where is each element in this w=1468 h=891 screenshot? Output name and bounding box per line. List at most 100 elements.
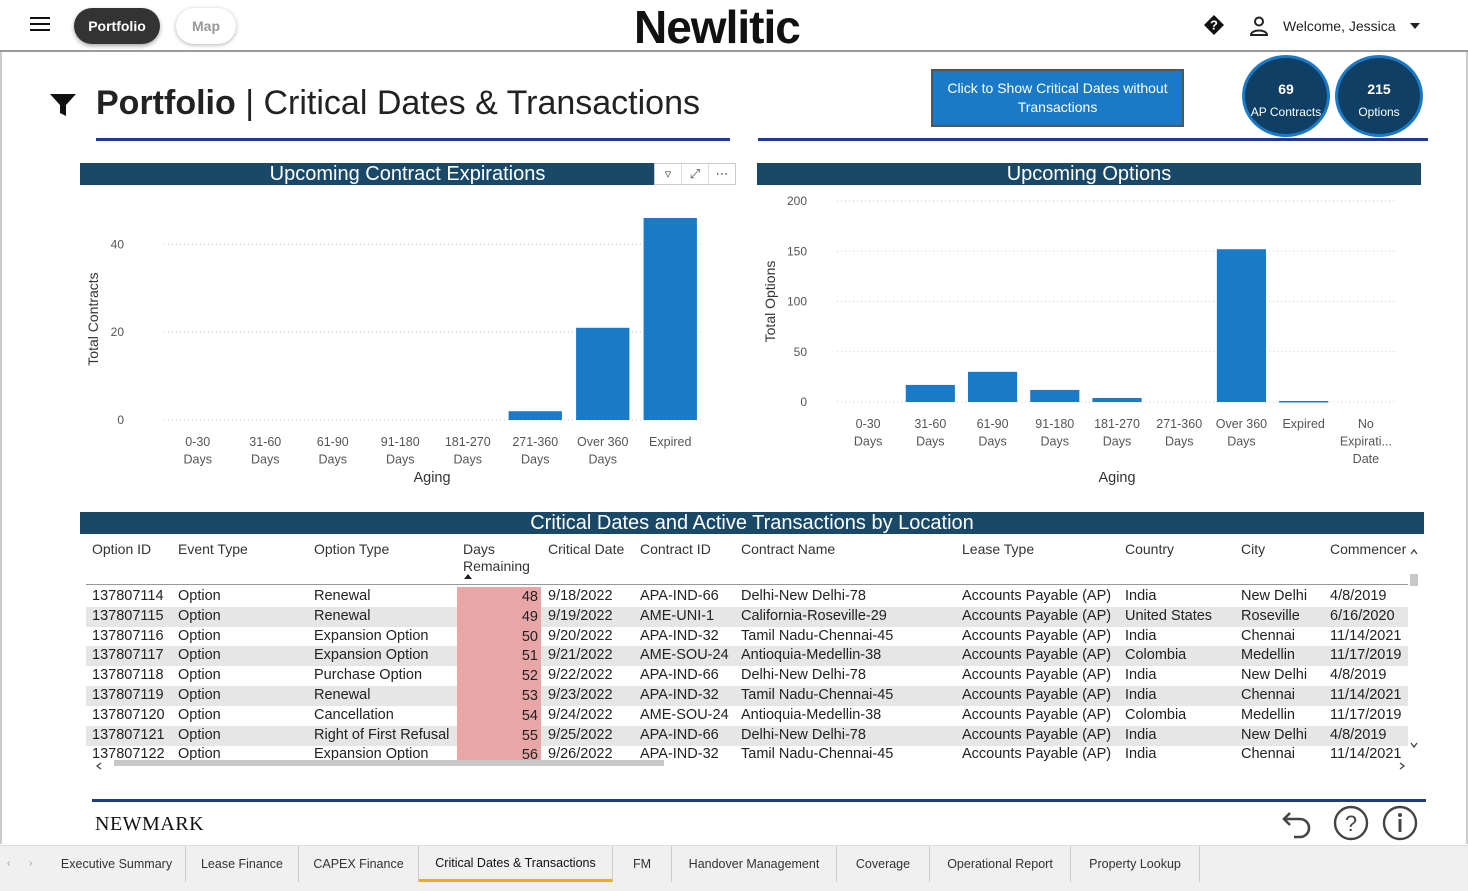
table-cell: Expansion Option <box>314 627 429 644</box>
tab-fm[interactable]: FM <box>613 846 672 882</box>
user-icon[interactable] <box>1250 16 1268 36</box>
column-header[interactable]: Contract Name <box>741 541 836 557</box>
help-circle-icon[interactable]: ? <box>1333 805 1369 841</box>
table-cell: Option <box>178 588 221 604</box>
bar[interactable] <box>1092 397 1142 402</box>
table-cell: APA-IND-66 <box>640 726 719 743</box>
horizontal-scrollbar[interactable] <box>92 758 1410 770</box>
table-row[interactable]: 137807119 Option Renewal 53 9/23/2022 APA-IND… <box>86 686 1408 706</box>
bar[interactable] <box>576 327 630 420</box>
scroll-thumb[interactable] <box>114 760 664 766</box>
vertical-scrollbar[interactable] <box>1408 540 1420 750</box>
table-cell: Expansion Option <box>314 746 429 762</box>
upcoming-options-header: Upcoming Options <box>757 163 1421 185</box>
x-tick-label: Days <box>386 453 414 467</box>
table-cell: Chennai <box>1241 687 1296 703</box>
table-cell: Delhi-New Delhi-78 <box>741 726 866 743</box>
table-cell: 9/21/2022 <box>548 647 613 664</box>
tab-executive-summary[interactable]: Executive Summary <box>48 846 186 882</box>
table-row[interactable]: 137807118 Option Purchase Option 52 9/22/202… <box>86 666 1408 687</box>
kpi-value: 215 <box>1367 81 1391 97</box>
table-cell: Accounts Payable (AP) <box>962 726 1112 743</box>
table-cell: New Delhi <box>1241 588 1308 604</box>
help-icon[interactable]: ? <box>1204 15 1224 35</box>
welcome-text[interactable]: Welcome, Jessica <box>1283 18 1396 34</box>
table-row[interactable]: 137807116 Option Expansion Option 50 9/20/20… <box>86 626 1408 647</box>
x-tick-label: Days <box>251 453 279 467</box>
bar[interactable] <box>508 411 562 420</box>
title-separator: | <box>245 84 264 122</box>
column-header[interactable]: Country <box>1125 541 1175 557</box>
table-cell: AME-SOU-24 <box>640 647 729 664</box>
table-cell: 11/14/2021 <box>1330 627 1402 644</box>
table-cell: Chennai <box>1241 746 1296 762</box>
map-nav-button[interactable]: Map <box>176 8 236 44</box>
critical-dates-table-header: Critical Dates and Active Transactions b… <box>80 512 1424 534</box>
scroll-thumb[interactable] <box>1410 574 1418 586</box>
column-header[interactable]: Commencer <box>1330 541 1407 557</box>
column-header[interactable]: Option ID <box>92 541 152 557</box>
info-icon[interactable] <box>1382 805 1418 841</box>
sort-ascending-icon[interactable] <box>464 574 472 579</box>
column-header[interactable]: Event Type <box>178 541 248 557</box>
table-cell: 137807118 <box>92 667 164 684</box>
bar[interactable] <box>643 218 697 420</box>
column-header[interactable]: Days Remaining <box>463 541 530 574</box>
table-cell: New Delhi <box>1241 667 1308 684</box>
table-cell: India <box>1125 627 1157 644</box>
table-row[interactable]: 137807120 Option Cancellation 54 9/24/2022 AM… <box>86 705 1408 726</box>
title-underline <box>96 138 1428 141</box>
table-cell: APA-IND-32 <box>640 687 719 703</box>
column-header[interactable]: Lease Type <box>962 541 1035 557</box>
column-header[interactable]: City <box>1241 541 1266 557</box>
column-header[interactable]: Critical Date <box>548 541 625 557</box>
filter-icon[interactable] <box>50 94 76 116</box>
table-cell: Delhi-New Delhi-78 <box>741 588 866 604</box>
show-critical-dates-button[interactable]: Click to Show Critical Dates without Tra… <box>931 69 1184 127</box>
visual-filter-icon[interactable]: ▿ <box>655 164 682 184</box>
table-cell: 54 <box>457 705 541 726</box>
tab-critical-dates-transactions[interactable]: Critical Dates & Transactions <box>419 846 613 882</box>
bar[interactable] <box>1030 389 1080 402</box>
table-row[interactable]: 137807122 Option Expansion Option 56 9/26/20… <box>86 745 1408 762</box>
column-header[interactable]: Option Type <box>314 541 390 557</box>
table-cell: APA-IND-32 <box>640 627 719 644</box>
column-header[interactable]: Contract ID <box>640 541 711 557</box>
table-cell: Tamil Nadu-Chennai-45 <box>741 627 894 644</box>
undo-icon[interactable] <box>1280 805 1316 841</box>
table-row[interactable]: 137807114 Option Renewal 48 9/18/2022 APA-IND… <box>86 587 1408 607</box>
more-options-icon[interactable]: ⋯ <box>715 166 729 181</box>
table-cell: 9/23/2022 <box>548 687 613 703</box>
y-tick-label: 40 <box>111 237 125 251</box>
tab-capex-finance[interactable]: CAPEX Finance <box>299 846 419 882</box>
table-cell: Accounts Payable (AP) <box>962 687 1112 703</box>
chevron-down-icon[interactable] <box>1410 23 1420 29</box>
svg-text:?: ? <box>1345 811 1357 836</box>
table-row[interactable]: 137807121 Option Right of First Refusal 55 9… <box>86 725 1408 746</box>
tab-coverage[interactable]: Coverage <box>837 846 930 882</box>
table-row[interactable]: 137807115 Option Renewal 49 9/19/2022 AME-UNI… <box>86 606 1408 627</box>
hamburger-menu-icon[interactable] <box>30 17 50 33</box>
tab-lease-finance[interactable]: Lease Finance <box>186 846 299 882</box>
visual-toolbar: ▿ ⤢ ⋯ <box>654 163 736 185</box>
x-tick-label: 31-60 <box>914 417 946 431</box>
table-cell: Option <box>178 607 221 624</box>
tab-handover-management[interactable]: Handover Management <box>672 846 837 882</box>
x-tick-label: Days <box>454 453 482 467</box>
tab-scroll-right-icon[interactable]: › <box>29 858 33 869</box>
bar[interactable] <box>905 384 955 402</box>
tab-operational-report[interactable]: Operational Report <box>930 846 1071 882</box>
brand-name: Newlitic <box>634 1 801 53</box>
portfolio-nav-button[interactable]: Portfolio <box>74 8 160 44</box>
bar[interactable] <box>1279 400 1329 403</box>
table-cell: Accounts Payable (AP) <box>962 746 1112 762</box>
right-border <box>1466 52 1468 844</box>
table-cell: Option <box>178 746 221 762</box>
bar[interactable] <box>967 371 1018 402</box>
tab-property-lookup[interactable]: Property Lookup <box>1071 846 1200 882</box>
table-cell: Accounts Payable (AP) <box>962 588 1112 604</box>
table-row[interactable]: 137807117 Option Expansion Option 51 9/21/20… <box>86 646 1408 667</box>
bar[interactable] <box>1216 249 1267 402</box>
tab-scroll-left-icon[interactable]: ‹ <box>7 858 11 869</box>
focus-mode-icon[interactable]: ⤢ <box>682 164 709 184</box>
